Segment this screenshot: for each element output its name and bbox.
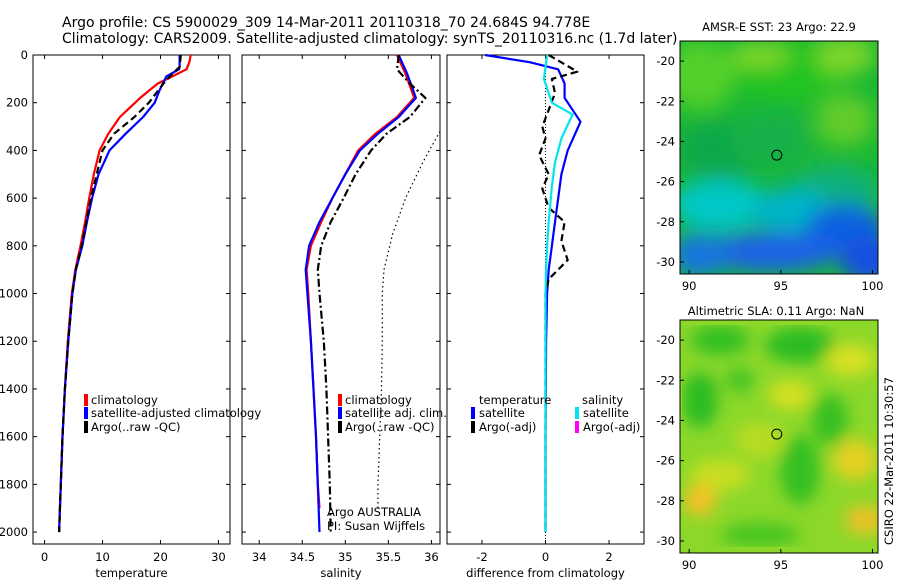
legend-swatch-satellite	[84, 407, 88, 419]
salinity-legend: climatology satellite adj. clim. Argo(..…	[327, 393, 447, 533]
sst-map-axes: 90 95 100 -20 -22 -24 -26 -28 -30	[656, 54, 883, 293]
sla-field	[682, 325, 878, 547]
legend-heading-temperature: temperature	[479, 393, 551, 407]
legend-label-climatology: climatology	[345, 393, 412, 407]
x-tick-label: 0	[542, 550, 549, 564]
sst-field	[680, 41, 878, 274]
sst-map: AMSR-E SST: 23 Argo: 22.9 90 9	[656, 20, 883, 293]
x-tick-label: 30	[211, 550, 226, 564]
legend-swatch-satellite	[338, 407, 342, 419]
legend-label-satellite: satellite adj. clim.	[345, 406, 447, 420]
y-tick-label: 0	[21, 48, 28, 62]
y-tick-label: 600	[6, 191, 28, 205]
y-tick-label: 1000	[0, 287, 28, 301]
legend-label-sal-satellite: satellite	[583, 406, 629, 420]
x-tick-label: 35.5	[376, 550, 402, 564]
series-line-1	[538, 54, 579, 533]
x-tick-label: 36	[424, 550, 439, 564]
series-line-3	[377, 131, 441, 509]
csiro-timestamp: CSIRO 22-Mar-2011 10:30:57	[882, 377, 896, 545]
map-y-tick-label: -24	[656, 134, 675, 148]
y-tick-label: 200	[6, 96, 28, 110]
x-tick-label: -2	[476, 550, 487, 564]
x-tick-label: 20	[153, 550, 168, 564]
series-line-1	[304, 54, 417, 533]
legend-label-temp-argo: Argo(-adj)	[479, 420, 536, 434]
y-tick-label: 2000	[0, 525, 28, 539]
salinity-panel: 34 34.5 35 35.5 36 salinity	[241, 54, 441, 580]
map-x-tick-label: 100	[862, 279, 884, 293]
sla-map-axes: 90 95 100 -20 -22 -24 -26 -28 -30	[656, 333, 883, 572]
map-y-tick-label: -22	[656, 94, 675, 108]
legend-label-argo: Argo(..raw -QC)	[91, 420, 181, 434]
sla-argo-location-marker	[771, 428, 783, 440]
map-x-tick-label: 90	[682, 558, 697, 572]
legend-label-temp-satellite: satellite	[479, 406, 525, 420]
y-tick-label: 1800	[0, 477, 28, 491]
difference-legend: temperature satellite Argo(-adj) salinit…	[471, 393, 640, 434]
sst-argo-location-marker	[771, 149, 783, 161]
series-line-2	[542, 54, 574, 533]
x-tick-label: 2	[605, 550, 612, 564]
legend-swatch-climatology	[338, 394, 342, 406]
y-tick-label: 1200	[0, 334, 28, 348]
map-y-tick-label: -20	[656, 54, 675, 68]
header-line-1: Argo profile: CS 5900029_309 14-Mar-2011…	[62, 15, 590, 31]
sla-map-frame	[679, 319, 879, 554]
legend-swatch-climatology	[84, 394, 88, 406]
difference-panel: -2 0 2 difference from climatology	[446, 53, 645, 580]
x-axis-label: difference from climatology	[466, 566, 625, 580]
legend-swatch-argo	[84, 421, 88, 433]
map-y-tick-label: -26	[656, 175, 675, 189]
y-tick-label: 1600	[0, 430, 28, 444]
y-tick-label: 800	[6, 239, 28, 253]
x-tick-label: 10	[95, 550, 110, 564]
series-line-2	[58, 54, 182, 533]
legend-label-sal-argo: Argo(-adj)	[583, 420, 640, 434]
legend-swatch-temp-satellite	[471, 407, 475, 419]
x-axis-label: salinity	[320, 566, 361, 580]
header-line-2: Climatology: CARS2009. Satellite-adjuste…	[62, 31, 677, 47]
sst-map-title: AMSR-E SST: 23 Argo: 22.9	[702, 20, 856, 34]
sst-map-frame	[679, 40, 879, 275]
x-tick-label: 34.5	[289, 550, 315, 564]
legend-label-argo: Argo(..raw -QC)	[345, 420, 435, 434]
map-y-tick-label: -22	[656, 373, 675, 387]
map-y-tick-label: -28	[656, 494, 675, 508]
sla-map-title: Altimetric SLA: 0.11 Argo: NaN	[688, 304, 864, 318]
map-y-tick-label: -26	[656, 454, 675, 468]
y-tick-label: 400	[6, 143, 28, 157]
legend-swatch-argo	[338, 421, 342, 433]
legend-label-satellite: satellite-adjusted climatology	[91, 406, 261, 420]
plot-frame	[32, 54, 231, 545]
map-y-tick-label: -30	[656, 255, 675, 269]
x-tick-label: 35	[338, 550, 353, 564]
map-y-tick-label: -20	[656, 333, 675, 347]
map-x-tick-label: 90	[682, 279, 697, 293]
series-line-1	[58, 55, 181, 533]
map-x-tick-label: 100	[862, 558, 884, 572]
annotation-argo-australia: Argo AUSTRALIA	[327, 505, 421, 519]
map-x-tick-label: 95	[774, 558, 789, 572]
x-tick-label: 34	[252, 550, 267, 564]
temperature-legend: climatology satellite-adjusted climatolo…	[84, 393, 261, 434]
sla-map: Altimetric SLA: 0.11 Argo: NaN	[656, 304, 883, 572]
legend-swatch-sal-argo	[575, 421, 579, 433]
legend-swatch-sal-satellite	[575, 407, 579, 419]
map-y-tick-label: -28	[656, 215, 675, 229]
map-x-tick-label: 95	[774, 279, 789, 293]
annotation-pi: PI: Susan Wijffels	[327, 519, 425, 533]
temperature-panel: 0 10 20 30 0 200 400 600 800 1000 1200 1400 1600 1800…	[0, 48, 231, 580]
x-axis-label: temperature	[95, 566, 167, 580]
map-y-tick-label: -24	[656, 413, 675, 427]
legend-swatch-temp-argo	[471, 421, 475, 433]
x-tick-label: 0	[41, 550, 48, 564]
legend-heading-salinity: salinity	[582, 393, 623, 407]
legend-label-climatology: climatology	[91, 393, 158, 407]
plot-frame	[241, 54, 441, 545]
map-y-tick-label: -30	[656, 534, 675, 548]
y-tick-label: 1400	[0, 382, 28, 396]
series-line-2	[316, 54, 427, 533]
